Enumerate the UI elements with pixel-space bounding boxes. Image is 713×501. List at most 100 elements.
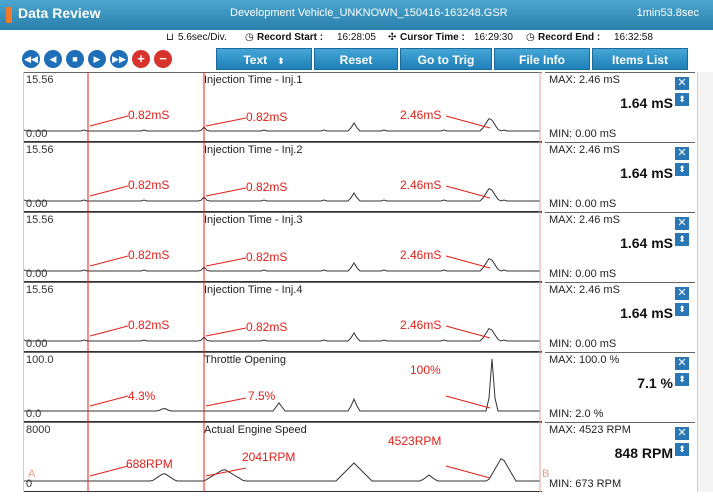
close-channel-icon[interactable]: ✕ <box>675 77 689 90</box>
annotation-arrow <box>205 257 247 267</box>
channel-name: Injection Time - Inj.3 <box>204 214 303 226</box>
zoom-in-icon[interactable]: + <box>132 50 150 68</box>
time-div-icon: ⊔ <box>166 32 174 43</box>
max-value: MAX: 4523 RPM <box>549 424 631 436</box>
resize-channel-icon[interactable]: ⬍ <box>675 443 689 456</box>
channel-graph[interactable]: 15.56 0.00 Injection Time - Inj.1 <box>24 72 542 142</box>
cursor-time-label: Cursor Time : <box>400 32 465 43</box>
max-value: MAX: 2.46 mS <box>549 214 620 226</box>
annotation-arrow <box>205 187 247 197</box>
annotation-arrow <box>205 467 247 477</box>
current-value: 1.64 mS <box>620 95 673 111</box>
y-max-label: 100.0 <box>26 354 54 366</box>
resize-channel-icon[interactable]: ⬍ <box>675 233 689 246</box>
annotation-label: 4523RPM <box>388 434 442 448</box>
record-duration: 1min53.8sec <box>636 7 699 19</box>
close-channel-icon[interactable]: ✕ <box>675 287 689 300</box>
channel-graph[interactable]: 15.56 0.00 Injection Time - Inj.3 <box>24 212 542 282</box>
annotation-label: 100% <box>410 363 441 377</box>
y-max-label: 8000 <box>26 424 51 436</box>
next-icon[interactable]: ▶ <box>88 50 106 68</box>
resize-channel-icon[interactable]: ⬍ <box>675 373 689 386</box>
stop-icon[interactable]: ■ <box>66 50 84 68</box>
max-value: MAX: 100.0 % <box>549 354 620 366</box>
clock-end-icon: ◷ <box>526 32 535 43</box>
close-channel-icon[interactable]: ✕ <box>675 147 689 160</box>
annotation-arrow <box>89 325 129 337</box>
annotation-label: 0.82mS <box>246 180 288 194</box>
min-value: MIN: 0.00 mS <box>549 198 617 210</box>
annotation-label: 2.46mS <box>400 318 442 332</box>
go-to-trig-button[interactable]: Go to Trig <box>400 48 492 70</box>
vertical-scrollbar[interactable] <box>697 72 713 492</box>
close-channel-icon[interactable]: ✕ <box>675 217 689 230</box>
annotation-arrow <box>89 395 129 407</box>
annotation-label: 0.82mS <box>128 318 170 332</box>
fast-forward-icon[interactable]: ▶▶ <box>110 50 128 68</box>
annotation-label: 4.3% <box>128 389 156 403</box>
waveform <box>24 187 540 202</box>
text-select-button[interactable]: Text ⬍ <box>216 48 312 70</box>
channel-name: Injection Time - Inj.2 <box>204 144 303 156</box>
annotation-arrow <box>445 395 491 409</box>
window-title: Data Review <box>18 5 101 21</box>
y-max-label: 15.56 <box>26 284 54 296</box>
close-channel-icon[interactable]: ✕ <box>675 357 689 370</box>
y-min-label: 0 <box>26 478 33 490</box>
current-value: 7.1 % <box>637 375 673 391</box>
annotation-label: 0.82mS <box>128 108 170 122</box>
channel-name: Injection Time - Inj.1 <box>204 74 303 86</box>
max-value: MAX: 2.46 mS <box>549 284 620 296</box>
channel-value-panel: MAX: 2.46 mS 1.64 mS MIN: 0.00 mS ✕ ⬍ <box>545 212 695 282</box>
min-value: MIN: 0.00 mS <box>549 268 617 280</box>
channel-name: Throttle Opening <box>204 354 286 366</box>
channel-value-panel: MAX: 2.46 mS 1.64 mS MIN: 0.00 mS ✕ ⬍ <box>545 142 695 212</box>
toolbar: ◀◀ ◀ ■ ▶ ▶▶ + − Text ⬍ Reset Min.Max Go t… <box>0 46 713 89</box>
annotation-arrow <box>445 465 491 479</box>
record-end-value: 16:32:58 <box>614 32 653 43</box>
text-select-label: Text <box>243 53 268 67</box>
y-max-label: 15.56 <box>26 214 54 226</box>
resize-channel-icon[interactable]: ⬍ <box>675 163 689 176</box>
record-start-value: 16:28:05 <box>337 32 376 43</box>
annotation-arrow <box>445 255 491 269</box>
updown-caret-icon: ⬍ <box>277 56 285 66</box>
marker-a-label: A <box>28 468 36 480</box>
channel-graph[interactable]: 15.56 0.00 Injection Time - Inj.2 <box>24 142 542 212</box>
channel-graph[interactable]: 15.56 0.00 Injection Time - Inj.4 <box>24 282 542 352</box>
items-list-button[interactable]: Items List <box>592 48 688 70</box>
waveform <box>24 117 540 132</box>
annotation-arrow <box>89 185 129 197</box>
clock-icon: ◷ <box>245 32 254 43</box>
annotation-arrow <box>205 397 247 407</box>
annotation-arrow <box>205 327 247 337</box>
channel-graph[interactable]: 8000 0 Actual Engine Speed <box>24 422 542 492</box>
reset-min-max-button[interactable]: Reset Min.Max <box>314 48 398 89</box>
current-value: 1.64 mS <box>620 165 673 181</box>
zoom-out-icon[interactable]: − <box>154 50 172 68</box>
rewind-icon[interactable]: ◀◀ <box>22 50 40 68</box>
time-div: 5.6sec/Div. <box>178 32 227 43</box>
close-channel-icon[interactable]: ✕ <box>675 427 689 440</box>
record-info-bar: ⊔ 5.6sec/Div. ◷ Record Start : 16:28:05 … <box>0 30 713 46</box>
left-strip <box>0 72 24 492</box>
channel-graph[interactable]: 100.0 0.0 Throttle Opening <box>24 352 542 422</box>
marker-b-label: B <box>542 468 550 480</box>
annotation-label: 2.46mS <box>400 248 442 262</box>
min-value: MIN: 0.00 mS <box>549 338 617 350</box>
record-end-label: Record End : <box>538 32 601 43</box>
prev-icon[interactable]: ◀ <box>44 50 62 68</box>
resize-channel-icon[interactable]: ⬍ <box>675 303 689 316</box>
waveform <box>24 358 540 412</box>
min-value: MIN: 0.00 mS <box>549 128 617 140</box>
channel-value-panel: MAX: 2.46 mS 1.64 mS MIN: 0.00 mS ✕ ⬍ <box>545 72 695 142</box>
min-value: MIN: 673 RPM <box>549 478 622 490</box>
resize-channel-icon[interactable]: ⬍ <box>675 93 689 106</box>
annotation-label: 0.82mS <box>246 250 288 264</box>
annotation-arrow <box>89 255 129 267</box>
cursor-icon: ✣ <box>388 32 397 43</box>
channel-name: Actual Engine Speed <box>204 424 307 436</box>
annotation-label: 0.82mS <box>128 178 170 192</box>
file-info-button[interactable]: File Info <box>494 48 590 70</box>
waveform <box>24 458 540 482</box>
